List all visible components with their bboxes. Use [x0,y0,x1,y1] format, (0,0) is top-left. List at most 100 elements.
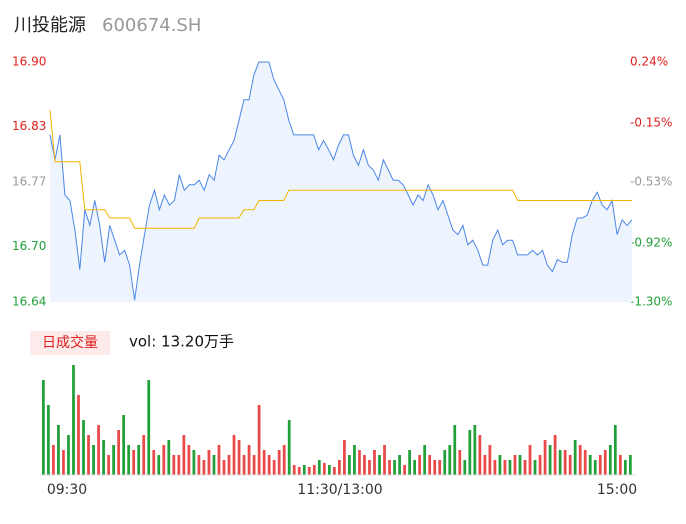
volume-bar [52,445,55,475]
volume-bar [162,445,166,475]
volume-bar [292,465,296,475]
volume-tab-label[interactable]: 日成交量 [42,334,98,351]
volume-bar [408,450,411,475]
volume-bar [167,440,171,475]
volume-bar [533,460,537,475]
volume-bar [488,445,492,475]
volume-bar [82,420,85,475]
volume-bar [433,460,437,475]
volume-bar [267,455,271,475]
volume-bar [132,450,136,475]
volume-bar [468,430,472,475]
volume-bar [312,465,316,475]
volume-bar [302,465,306,475]
volume-bar [498,455,502,475]
volume-bar [297,467,301,475]
volume-bar [197,455,201,475]
volume-bar [553,435,557,475]
volume-bar [343,440,346,475]
volume-bar [603,450,607,475]
volume-bar [563,450,567,475]
volume-bar [518,455,522,475]
volume-bar [112,445,115,475]
x-tick-label: 11:30/13:00 [297,482,382,498]
y2-tick-label: -0.53% [630,175,672,189]
volume-bar [543,440,547,475]
volume-bar [578,445,582,475]
volume-bar [242,455,246,475]
volume-bar [172,455,176,475]
volume-bar [247,445,251,475]
volume-bar [593,460,597,475]
volume-bar [142,435,146,475]
volume-text: vol: 13.20万手 [129,333,234,351]
title: 川投能源 [14,15,86,36]
volume-bar [152,450,156,475]
volume-bar [127,445,131,475]
volume-bar [538,455,542,475]
volume-bar [207,450,211,475]
volume-bar [252,455,256,475]
volume-bar [57,425,60,475]
y2-tick-label: -0.15% [630,115,672,129]
volume-bar [548,445,552,475]
volume-bar [508,460,512,475]
volume-bar [393,460,396,475]
volume-bar [618,455,622,475]
volume-bar [528,445,532,475]
volume-bar [332,467,336,475]
volume-bar [62,450,65,475]
volume-bar [187,445,191,475]
volume-bar [388,460,391,475]
volume-bar [67,435,70,475]
volume-bar [282,445,286,475]
price-area [50,62,632,302]
volume-bar [338,460,341,475]
y-tick-label: 16.70 [12,239,46,253]
volume-bar [277,450,281,475]
volume-bar [222,460,226,475]
volume-bar [272,460,276,475]
average-line [49,109,632,229]
y2-tick-label: -0.92% [630,235,672,249]
volume-bar [182,435,186,475]
volume-bar [107,455,110,475]
volume-bar [628,455,632,475]
volume-bar [358,450,361,475]
volume-tab[interactable] [30,331,110,355]
volume-bar [217,445,221,475]
volume-bar [117,430,121,475]
volume-bar [568,455,572,475]
volume-bar [573,440,577,475]
x-tick-label: 15:00 [597,482,637,498]
x-tick-label: 09:30 [47,482,87,498]
price-line [49,61,633,301]
volume-bar [317,460,321,475]
volume-bar [42,380,45,475]
y2-tick-label: -1.30% [630,295,672,309]
volume-bar [363,455,366,475]
volume-bar [237,440,241,475]
volume-bar [448,445,452,475]
volume-bar [353,445,356,475]
volume-bar [157,455,161,475]
volume-bar [307,467,311,475]
volume-bar [122,415,126,475]
volume-bar [483,455,487,475]
volume-bar [202,460,206,475]
y-tick-label: 16.83 [12,119,46,133]
volume-bar [623,460,627,475]
volume-bar [423,445,427,475]
volume-bar [453,425,457,475]
volume-bar [232,435,236,475]
volume-bar [473,425,477,475]
volume-bar [438,460,442,475]
volume-bar [47,405,50,475]
volume-bar [87,435,90,475]
volume-bar [212,455,216,475]
y2-tick-label: 0.24% [630,55,668,69]
volume-bar [613,425,617,475]
volume-bar [458,450,462,475]
volume-bar [398,455,401,475]
y-tick-label: 16.77 [12,175,46,189]
